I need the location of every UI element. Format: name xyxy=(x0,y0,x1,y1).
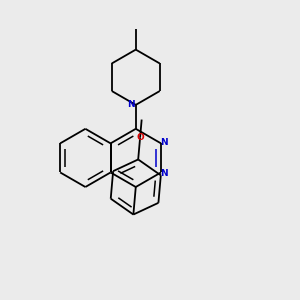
Text: N: N xyxy=(160,169,168,178)
Text: N: N xyxy=(160,138,168,147)
Text: N: N xyxy=(127,100,134,109)
Text: O: O xyxy=(136,133,144,142)
